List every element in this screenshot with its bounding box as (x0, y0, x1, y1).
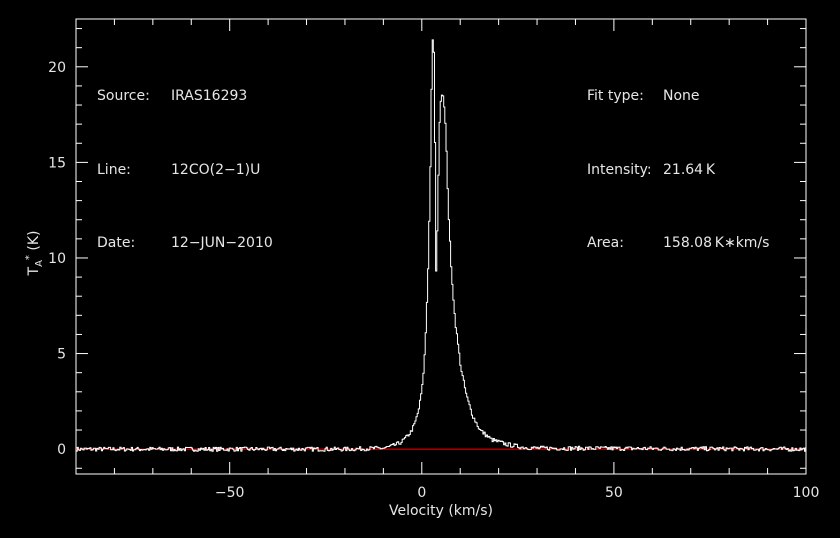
date-label: Date: (97, 235, 136, 251)
x-axis-label: Velocity (km/s) (389, 503, 493, 519)
x-tick-label: 100 (793, 485, 820, 501)
fit-value: None (663, 88, 700, 104)
line-row: Line: 12CO(2−1)U (97, 158, 273, 183)
y-tick-label: 0 (57, 442, 66, 458)
source-row: Source: IRAS16293 (97, 84, 273, 109)
y-tick-label: 10 (48, 251, 66, 267)
svg-text:TA* (K): TA* (K) (24, 231, 45, 277)
intensity-value: 21.64 K (663, 161, 716, 178)
x-tick-label: 0 (417, 485, 426, 501)
x-tick-label: 50 (605, 485, 623, 501)
info-right: Fit type: None Intensity: 21.64 K Area: 158… (587, 35, 769, 280)
source-value: IRAS16293 (171, 88, 248, 104)
fit-label: Fit type: (587, 88, 644, 104)
date-value: 12−JUN−2010 (171, 235, 273, 251)
axis-ticks (75, 19, 807, 474)
y-tick-label: 20 (48, 60, 66, 76)
area-row: Area: 158.08 K∗km/s (587, 231, 769, 256)
date-row: Date: 12−JUN−2010 (97, 231, 273, 256)
y-tick-label: 5 (57, 347, 66, 363)
source-label: Source: (97, 88, 150, 104)
intensity-row: Intensity: 21.64 K (587, 158, 769, 183)
fit-row: Fit type: None (587, 84, 769, 109)
area-value: 158.08 K∗km/s (663, 235, 770, 251)
area-label: Area: (587, 235, 624, 251)
line-label: Line: (97, 161, 131, 178)
y-axis-label: TA* (K) (24, 231, 45, 277)
line-value: 12CO(2−1)U (171, 161, 261, 178)
intensity-label: Intensity: (587, 161, 652, 178)
x-tick-label: −50 (215, 485, 245, 501)
axis-tick-labels: −50 0 50 100 0 5 10 15 20 (48, 60, 819, 501)
y-tick-label: 15 (48, 155, 66, 171)
spectrum-line (76, 39, 807, 452)
info-left: Source: IRAS16293 Line: 12CO(2−1)U Date: 12… (97, 35, 273, 280)
plot-frame (75, 18, 807, 475)
